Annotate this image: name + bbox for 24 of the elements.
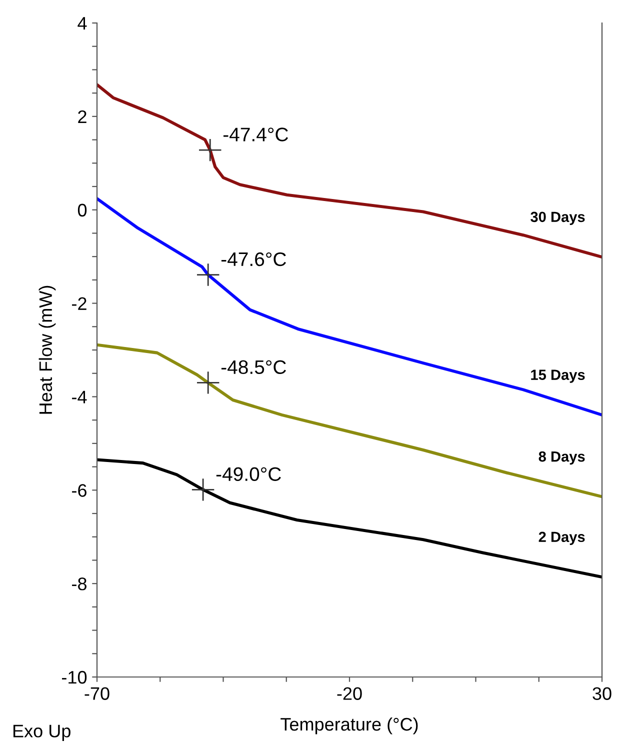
x-tick-label: -20: [337, 687, 362, 700]
x-axis-title: Temperature (°C): [280, 717, 418, 734]
y-axis-title: Heat Flow (mW): [38, 286, 56, 414]
annotation: -47.6°C: [221, 252, 286, 266]
y-tick-label: -2: [72, 297, 86, 310]
annotation: -48.5°C: [221, 360, 286, 374]
x-tick-label: 30: [592, 687, 612, 700]
annotation: -47.4°C: [223, 128, 288, 142]
series-label: 8 Days: [538, 451, 585, 465]
line-series: [97, 197, 602, 416]
series-label: 15 Days: [531, 370, 585, 383]
y-tick-label: 0: [78, 204, 87, 217]
x-tick-label: -70: [84, 687, 110, 700]
y-tick-label: 4: [78, 17, 87, 30]
line-series: [97, 343, 602, 498]
y-tick-label: -4: [72, 390, 87, 404]
y-tick-label: 2: [78, 110, 86, 123]
annotation: -49.0°C: [216, 467, 281, 482]
series-label: 30 Days: [530, 212, 585, 225]
y-tick-label: -10: [62, 670, 87, 684]
text: Exo Up: [13, 724, 70, 741]
series-label: 2 Days: [538, 532, 585, 545]
y-tick-label: -6: [72, 484, 86, 497]
y-tick-label: -8: [72, 578, 86, 590]
